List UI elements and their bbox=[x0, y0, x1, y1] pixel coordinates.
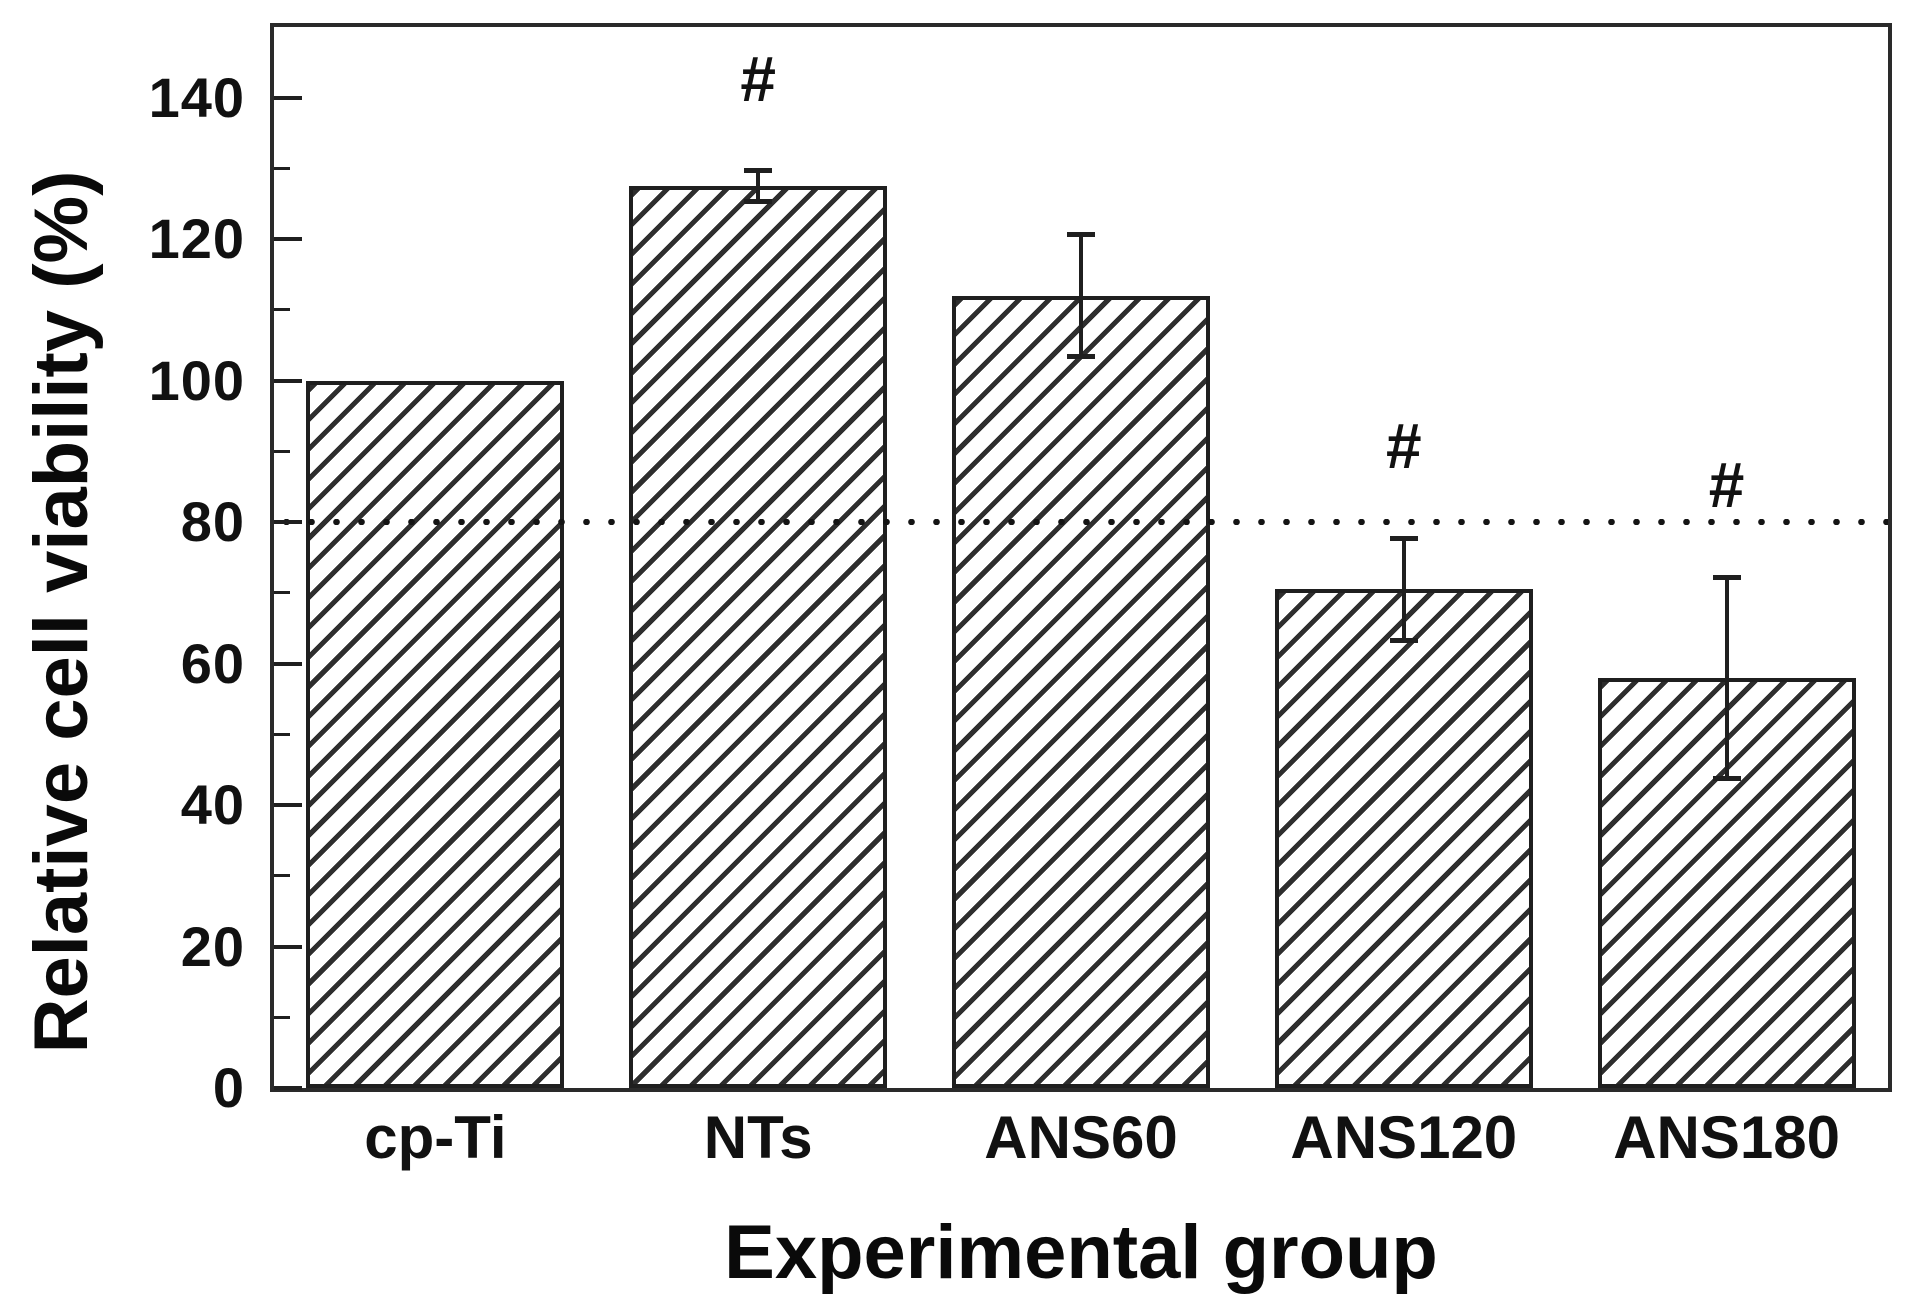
x-tick-label-ANS60: ANS60 bbox=[984, 1104, 1178, 1171]
y-tick-label-100: 100 bbox=[148, 348, 245, 412]
y-minor-tick-130 bbox=[274, 166, 290, 170]
error-bar-cap-bottom-ANS120 bbox=[1389, 637, 1418, 643]
y-major-tick-60 bbox=[274, 661, 302, 666]
plot-area bbox=[270, 23, 1892, 1092]
y-major-tick-100 bbox=[274, 378, 302, 383]
significance-marker-ANS180: # bbox=[1708, 449, 1745, 522]
y-minor-tick-30 bbox=[274, 874, 290, 878]
error-bar-cap-bottom-ANS180 bbox=[1712, 775, 1741, 781]
bar-ANS120 bbox=[1274, 589, 1533, 1088]
error-bar-ANS120 bbox=[1401, 538, 1406, 641]
y-tick-label-20: 20 bbox=[180, 914, 245, 978]
y-major-tick-0 bbox=[274, 1086, 302, 1090]
plot-inner bbox=[274, 27, 1888, 1090]
significance-marker-NTs: # bbox=[740, 42, 776, 115]
x-tick-label-NTs: NTs bbox=[703, 1104, 813, 1171]
reference-line-80pct bbox=[274, 519, 1888, 526]
y-tick-label-80: 80 bbox=[180, 490, 245, 554]
y-major-tick-40 bbox=[274, 803, 302, 808]
y-tick-label-120: 120 bbox=[148, 207, 245, 271]
error-bar-cap-top-ANS60 bbox=[1067, 232, 1095, 238]
error-bar-NTs bbox=[756, 170, 761, 202]
x-tick-label-cp-Ti: cp-Ti bbox=[364, 1104, 507, 1171]
y-major-tick-80 bbox=[274, 520, 302, 525]
error-bar-cap-top-ANS180 bbox=[1712, 574, 1741, 580]
y-minor-tick-110 bbox=[274, 308, 290, 312]
bar-ANS60 bbox=[952, 295, 1210, 1088]
error-bar-ANS60 bbox=[1079, 234, 1083, 357]
y-minor-tick-10 bbox=[274, 1015, 290, 1019]
x-tick-label-ANS180: ANS180 bbox=[1613, 1104, 1840, 1171]
y-minor-tick-70 bbox=[274, 591, 290, 595]
y-minor-tick-90 bbox=[274, 449, 290, 453]
x-axis-title: Experimental group bbox=[724, 1210, 1438, 1295]
error-bar-cap-top-NTs bbox=[744, 168, 773, 174]
y-major-tick-140 bbox=[274, 95, 302, 100]
bar-NTs bbox=[629, 186, 888, 1088]
y-major-tick-20 bbox=[274, 944, 302, 949]
bar-cp-Ti bbox=[306, 380, 565, 1088]
x-tick-label-ANS120: ANS120 bbox=[1290, 1104, 1518, 1171]
y-tick-label-0: 0 bbox=[212, 1056, 245, 1119]
error-bar-cap-top-ANS120 bbox=[1389, 535, 1418, 541]
y-tick-label-140: 140 bbox=[148, 65, 245, 129]
y-tick-label-60: 60 bbox=[180, 631, 245, 695]
error-bar-cap-bottom-ANS60 bbox=[1067, 354, 1095, 360]
y-tick-label-40: 40 bbox=[180, 773, 245, 837]
significance-marker-ANS120: # bbox=[1386, 410, 1422, 483]
y-major-tick-120 bbox=[274, 237, 302, 242]
y-minor-tick-50 bbox=[274, 732, 290, 736]
error-bar-ANS180 bbox=[1724, 577, 1729, 779]
error-bar-cap-bottom-NTs bbox=[744, 199, 773, 205]
